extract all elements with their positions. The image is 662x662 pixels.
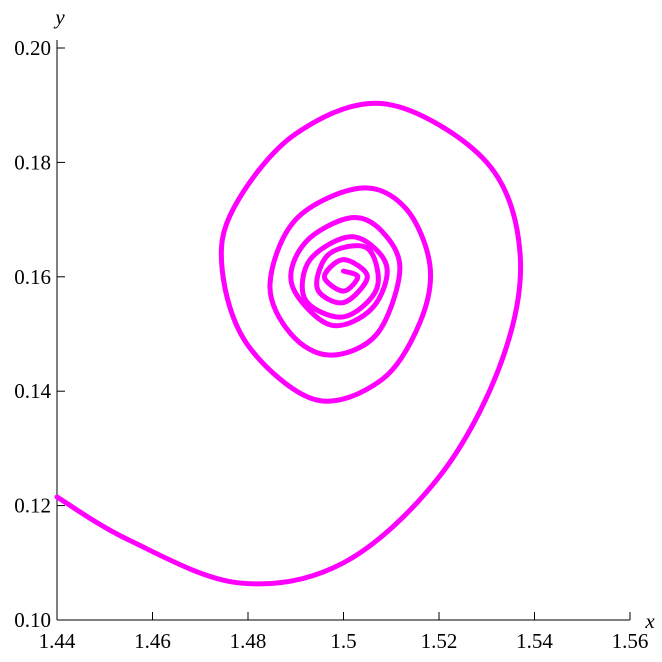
- x-tick-label: 1.52: [421, 629, 458, 653]
- y-tick-label: 0.16: [14, 265, 51, 289]
- trajectory: [54, 100, 524, 587]
- x-tick-label: 1.48: [230, 629, 267, 653]
- y-tick-label: 0.18: [14, 150, 51, 174]
- y-tick-label: 0.14: [14, 379, 51, 403]
- y-axis-label: y: [53, 5, 65, 29]
- y-tick-label: 0.12: [14, 494, 51, 518]
- x-tick-label: 1.56: [612, 629, 649, 653]
- x-tick-label: 1.44: [39, 629, 76, 653]
- x-tick-label: 1.5: [330, 629, 356, 653]
- y-tick-label: 0.10: [14, 608, 51, 632]
- y-tick-label: 0.20: [14, 36, 51, 60]
- x-axis-label: x: [644, 609, 655, 633]
- x-tick-label: 1.54: [516, 629, 553, 653]
- x-tick-label: 1.46: [134, 629, 171, 653]
